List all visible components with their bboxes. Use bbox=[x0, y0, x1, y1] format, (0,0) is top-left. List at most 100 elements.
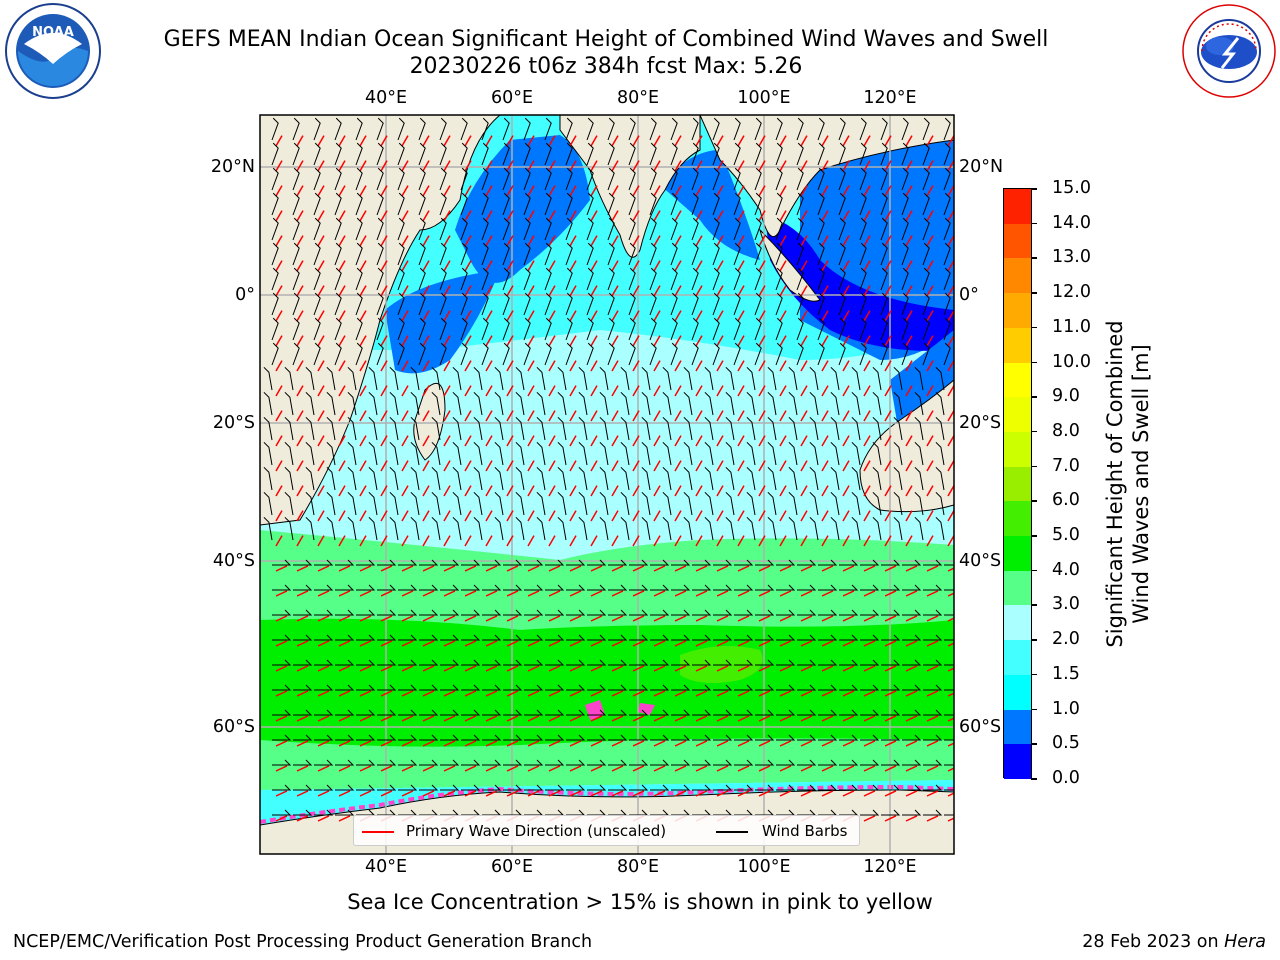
wind-barb bbox=[860, 659, 880, 666]
wind-barb bbox=[607, 317, 615, 341]
wind-barb bbox=[293, 709, 313, 716]
wave-direction-arrow bbox=[821, 485, 829, 497]
wave-direction-arrow bbox=[842, 410, 850, 422]
wind-barb bbox=[712, 317, 720, 341]
wind-barb bbox=[881, 584, 901, 591]
wind-barb bbox=[712, 167, 720, 191]
wind-barb bbox=[502, 267, 510, 291]
wave-direction-arrow bbox=[506, 410, 514, 422]
wave-direction-arrow bbox=[674, 715, 687, 722]
wind-barb bbox=[788, 416, 798, 441]
wave-direction-arrow bbox=[821, 410, 829, 422]
wind-barb bbox=[893, 441, 903, 466]
wind-barb bbox=[452, 391, 462, 416]
wave-direction-arrow bbox=[317, 335, 325, 347]
wind-barb bbox=[326, 366, 336, 391]
wave-direction-arrow bbox=[590, 160, 598, 172]
wind-barb bbox=[376, 292, 384, 316]
wave-direction-arrow bbox=[338, 640, 351, 647]
wave-direction-arrow bbox=[401, 615, 414, 622]
wind-barb bbox=[608, 734, 628, 741]
wave-direction-arrow bbox=[422, 665, 435, 672]
wind-barb bbox=[461, 634, 481, 641]
wind-barb bbox=[397, 342, 405, 366]
wind-barb bbox=[944, 814, 954, 816]
wave-direction-arrow bbox=[821, 235, 829, 247]
wave-direction-arrow bbox=[338, 815, 351, 822]
wave-direction-arrow bbox=[821, 535, 829, 547]
wave-direction-arrow bbox=[338, 615, 351, 622]
wind-barb bbox=[482, 634, 502, 641]
wave-direction-arrow bbox=[926, 510, 934, 522]
wave-direction-arrow bbox=[422, 185, 430, 197]
wind-barb bbox=[578, 491, 588, 516]
band-0.5-1m-somali bbox=[385, 270, 500, 374]
wind-barb bbox=[410, 491, 420, 516]
wind-barb bbox=[713, 609, 733, 616]
wave-direction-arrow bbox=[296, 485, 304, 497]
wind-barb bbox=[902, 559, 922, 566]
wind-barb bbox=[587, 659, 607, 666]
wave-direction-arrow bbox=[527, 510, 535, 522]
wind-barb bbox=[272, 709, 292, 716]
wave-direction-arrow bbox=[569, 615, 582, 622]
wind-barb bbox=[544, 192, 552, 216]
lat-tick-label-left: 60°S bbox=[212, 717, 255, 737]
wind-barb bbox=[797, 609, 817, 616]
wave-direction-arrow bbox=[422, 135, 430, 147]
wind-barb bbox=[565, 142, 573, 166]
wave-direction-arrow bbox=[653, 185, 661, 197]
colorbar-tick-label: 1.0 bbox=[1052, 698, 1080, 719]
wind-barb bbox=[775, 342, 783, 366]
wave-direction-arrow bbox=[737, 640, 750, 647]
wave-direction-arrow bbox=[863, 235, 871, 247]
wind-barb bbox=[314, 809, 334, 816]
wave-direction-arrow bbox=[800, 185, 808, 197]
wind-barb bbox=[566, 784, 586, 791]
wave-direction-arrow bbox=[758, 690, 771, 697]
wind-barb bbox=[524, 709, 544, 716]
wave-direction-arrow bbox=[380, 410, 388, 422]
wave-direction-arrow bbox=[905, 310, 913, 322]
wind-barb bbox=[284, 466, 294, 491]
wind-barb bbox=[620, 516, 630, 541]
wave-direction-arrow bbox=[863, 640, 876, 647]
wave-direction-arrow bbox=[653, 715, 666, 722]
wind-barb bbox=[662, 416, 672, 441]
wind-barb bbox=[860, 784, 880, 791]
wave-direction-arrow bbox=[464, 640, 477, 647]
legend-barb-swatch bbox=[716, 831, 748, 833]
wind-barb bbox=[566, 634, 586, 641]
wind-barb bbox=[923, 684, 943, 691]
wave-direction-arrow bbox=[590, 335, 598, 347]
wind-barb bbox=[620, 366, 630, 391]
wave-direction-arrow bbox=[737, 740, 750, 747]
wave-direction-arrow bbox=[758, 765, 771, 772]
wave-direction-arrow bbox=[401, 385, 409, 397]
wave-direction-arrow bbox=[275, 160, 283, 172]
wind-barb bbox=[767, 516, 777, 541]
wave-direction-arrow bbox=[443, 310, 451, 322]
wave-direction-arrow bbox=[611, 335, 619, 347]
wind-barb bbox=[746, 416, 756, 441]
wave-direction-arrow bbox=[695, 485, 703, 497]
wind-barb bbox=[586, 192, 594, 216]
footer-host: Hera bbox=[1224, 932, 1266, 952]
lat-tick-label-right: 20°S bbox=[959, 413, 1002, 433]
wind-barb bbox=[503, 609, 523, 616]
wind-barb bbox=[608, 609, 628, 616]
wind-barb bbox=[734, 734, 754, 741]
wave-direction-arrow bbox=[863, 535, 871, 547]
colorbar-tick-label: 6.0 bbox=[1052, 490, 1080, 511]
wind-barb bbox=[692, 559, 712, 566]
wind-barb bbox=[922, 292, 930, 316]
wind-barb bbox=[326, 491, 336, 516]
wind-barb bbox=[683, 516, 693, 541]
wind-barb bbox=[545, 559, 565, 566]
wave-direction-arrow bbox=[737, 715, 750, 722]
wave-direction-arrow bbox=[737, 335, 745, 347]
wave-direction-arrow bbox=[527, 410, 535, 422]
wave-direction-arrow bbox=[737, 590, 750, 597]
wave-direction-arrow bbox=[947, 510, 954, 522]
colorbar-tick-label: 14.0 bbox=[1052, 212, 1091, 233]
